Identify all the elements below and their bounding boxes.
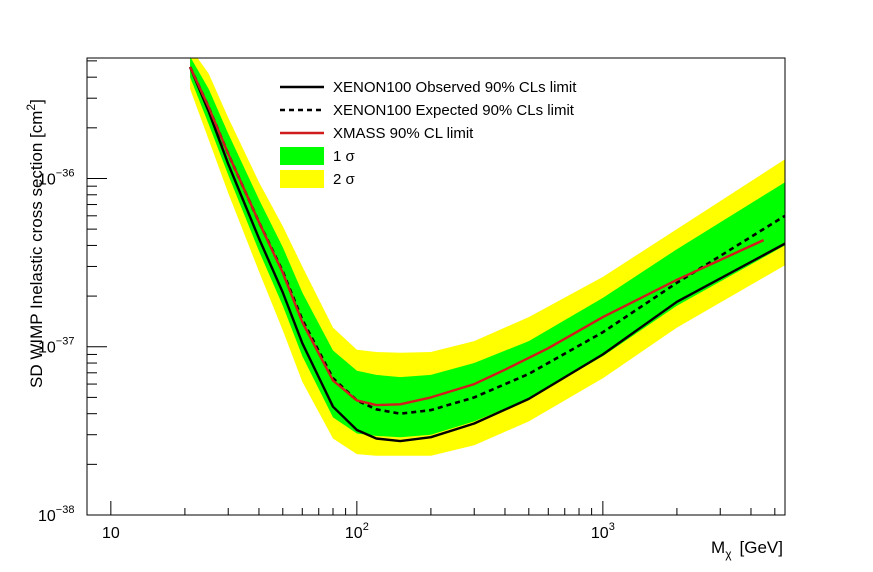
plot-frame — [86, 57, 786, 516]
y-tick-label: 10−37 — [38, 336, 74, 357]
legend-item-xenon100-observed-90-cls-limit: XENON100 Observed 90% CLs limit — [280, 79, 577, 96]
x-tick-label: 103 — [591, 521, 615, 542]
legend-item-xenon100-expected-90-cls-limit: XENON100 Expected 90% CLs limit — [280, 102, 575, 119]
lines-layer — [188, 66, 785, 443]
series-xenon100-observed-90-cls-limit — [188, 66, 785, 443]
series-xmass-90-cl-limit — [189, 66, 765, 407]
legend-label: XENON100 Expected 90% CLs limit — [333, 102, 575, 119]
legend-label: XENON100 Observed 90% CLs limit — [333, 79, 577, 96]
legend-item-2-sigma: 2 σ — [280, 170, 356, 188]
legend-label: XMASS 90% CL limit — [333, 125, 474, 142]
legend-label: 1 σ — [333, 148, 356, 165]
legend-label: 2 σ — [333, 171, 356, 188]
y-tick-label: 10−38 — [38, 504, 74, 525]
legend: XENON100 Observed 90% CLs limit XENON100 … — [280, 79, 577, 188]
bands-layer — [190, 58, 785, 456]
legend-swatch — [280, 170, 324, 188]
legend-swatch — [280, 147, 324, 165]
y-axis-title: SD WIMP Inelastic cross section [cm2] — [24, 99, 46, 388]
series-xenon100-expected-90-cls-limit — [188, 66, 785, 416]
x-tick-label: 102 — [345, 521, 369, 542]
ticks-layer: 10 102 103 10−38 10−37 10−36 — [38, 60, 776, 542]
x-axis-title: Mχ [GeV] — [711, 538, 783, 561]
y-tick-label: 10−36 — [38, 167, 74, 188]
band-1-sigma — [190, 58, 785, 438]
legend-item-xmass-90-cl-limit: XMASS 90% CL limit — [280, 125, 474, 142]
x-tick-label: 10 — [102, 525, 120, 542]
legend-item-1-sigma: 1 σ — [280, 147, 356, 165]
